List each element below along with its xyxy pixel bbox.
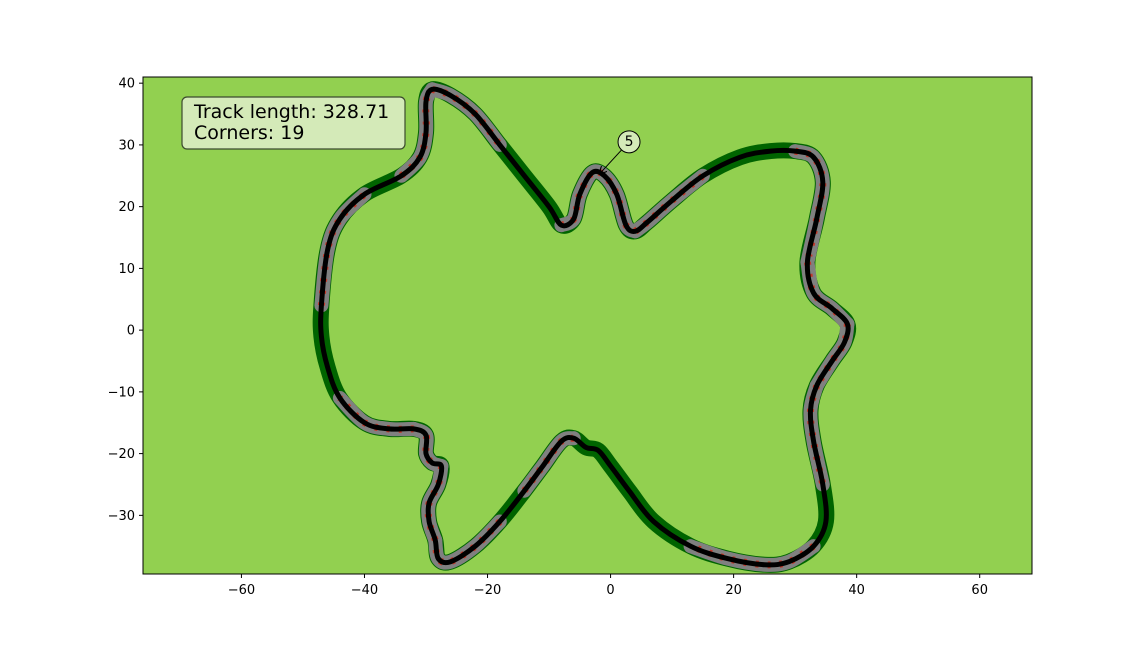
track-layer <box>312 81 857 573</box>
x-tick-label: 40 <box>848 583 865 598</box>
marker-arrow <box>599 149 622 174</box>
y-tick-label: 40 <box>118 77 135 92</box>
corner-marker: 5 <box>599 130 641 174</box>
corners-count-text: Corners: 19 <box>194 122 304 144</box>
y-axis: 40 30 20 10 0 −10 −20 −30 <box>108 77 143 524</box>
marker-circle <box>617 130 641 154</box>
info-box: Track length: 328.71 Corners: 19 <box>181 96 406 150</box>
x-tick-label: 60 <box>971 583 988 598</box>
marker-label: 5 <box>625 134 634 150</box>
y-tick-label: 0 <box>127 324 135 339</box>
y-tick-label: −30 <box>108 509 135 524</box>
x-tick-label: 0 <box>606 583 614 598</box>
x-tick-label: 20 <box>725 583 742 598</box>
x-tick-label: −40 <box>351 583 378 598</box>
y-tick-label: −20 <box>108 447 135 462</box>
y-tick-label: 10 <box>118 262 135 277</box>
info-box-background <box>181 96 406 150</box>
y-tick-label: 30 <box>118 138 135 153</box>
x-tick-label: −60 <box>228 583 255 598</box>
y-tick-label: 20 <box>118 200 135 215</box>
plot-background <box>143 77 1032 574</box>
track-length-text: Track length: 328.71 <box>193 101 389 123</box>
x-axis: −60 −40 −20 0 20 40 60 <box>228 574 988 598</box>
y-tick-label: −10 <box>108 385 135 400</box>
racing-line <box>318 86 851 568</box>
axes-frame <box>142 76 1033 575</box>
x-tick-label: −20 <box>474 583 501 598</box>
